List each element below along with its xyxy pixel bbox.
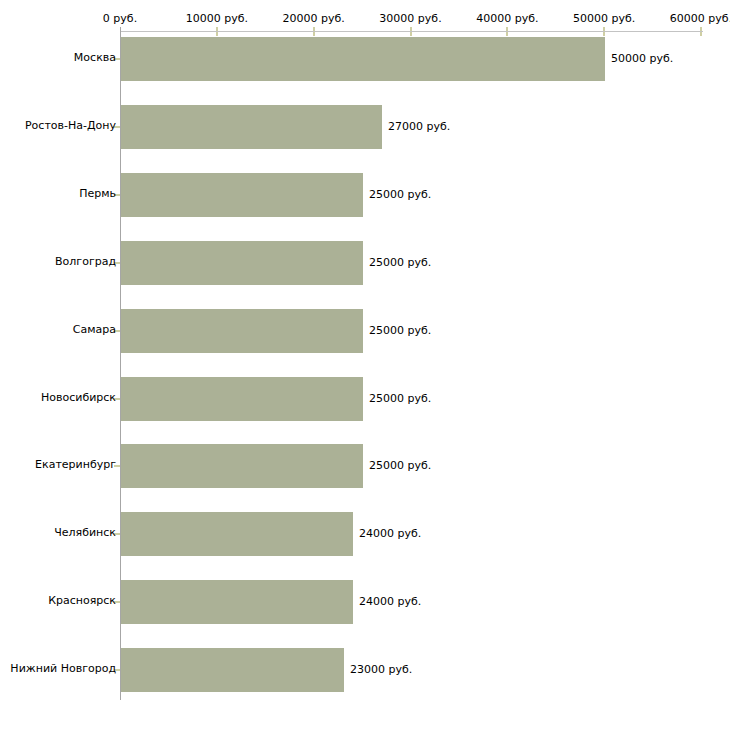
value-label: 24000 руб. <box>359 595 421 608</box>
x-axis-tick-label: 0 руб. <box>103 12 137 25</box>
salary-bar-chart: 0 руб. 10000 руб. 20000 руб. 30000 руб. 4000… <box>0 0 730 730</box>
category-label: Челябинск <box>0 526 116 539</box>
value-label: 25000 руб. <box>369 324 431 337</box>
category-label: Красноярск <box>0 594 116 607</box>
x-axis-tick-label: 10000 руб. <box>186 12 248 25</box>
value-label: 25000 руб. <box>369 459 431 472</box>
x-axis-tick-label: 20000 руб. <box>283 12 345 25</box>
value-label: 25000 руб. <box>369 392 431 405</box>
x-axis-tick-label: 30000 руб. <box>379 12 441 25</box>
value-label: 24000 руб. <box>359 527 421 540</box>
bar <box>121 241 363 285</box>
value-label: 25000 руб. <box>369 256 431 269</box>
x-axis-tick-label: 50000 руб. <box>573 12 635 25</box>
value-label: 25000 руб. <box>369 188 431 201</box>
x-axis-line <box>120 31 703 32</box>
bar <box>121 377 363 421</box>
x-axis-tick-label: 60000 руб. <box>670 12 730 25</box>
value-label: 27000 руб. <box>388 120 450 133</box>
bar <box>121 648 344 692</box>
category-label: Нижний Новгород <box>0 662 116 675</box>
bar <box>121 37 605 81</box>
category-label: Ростов-На-Дону <box>0 119 116 132</box>
bar <box>121 580 353 624</box>
value-label: 50000 руб. <box>611 52 673 65</box>
category-label: Москва <box>0 51 116 64</box>
category-label: Екатеринбург <box>0 458 116 471</box>
bar <box>121 105 382 149</box>
value-label: 23000 руб. <box>350 663 412 676</box>
category-label: Самара <box>0 323 116 336</box>
bar <box>121 173 363 217</box>
category-label: Волгоград <box>0 255 116 268</box>
bar <box>121 444 363 488</box>
category-label: Пермь <box>0 187 116 200</box>
bar <box>121 309 363 353</box>
x-axis-tick-label: 40000 руб. <box>476 12 538 25</box>
bar <box>121 512 353 556</box>
category-label: Новосибирск <box>0 391 116 404</box>
